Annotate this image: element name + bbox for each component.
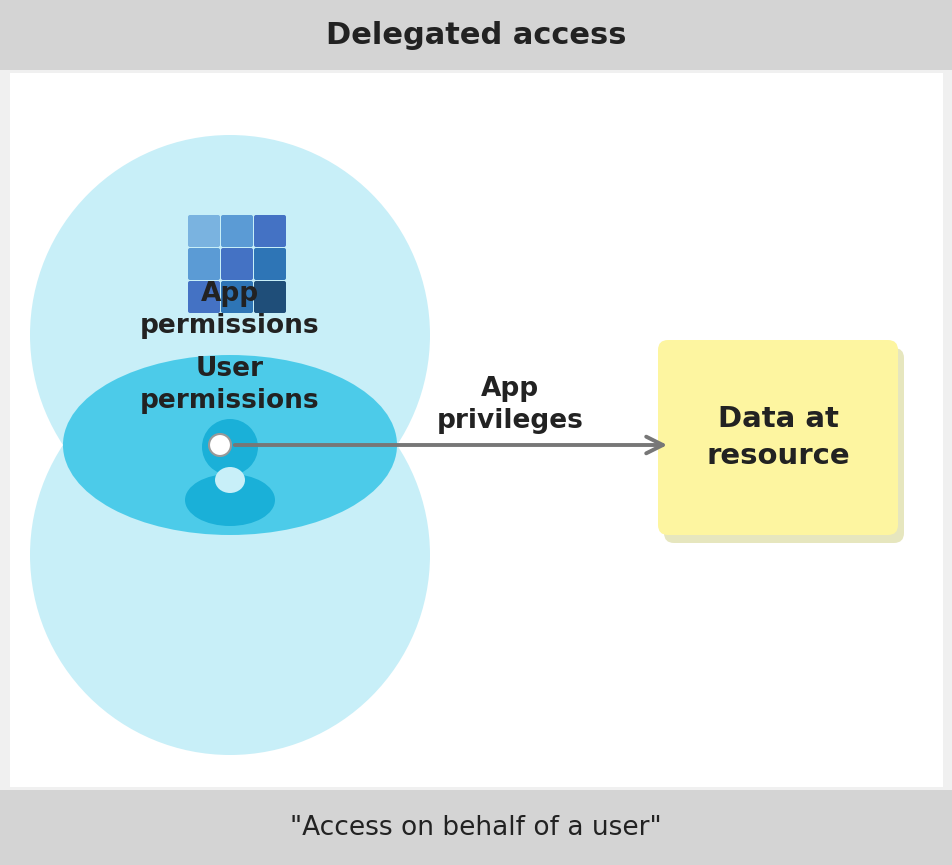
FancyBboxPatch shape [188,248,220,280]
Circle shape [208,434,230,456]
FancyBboxPatch shape [254,215,286,247]
Bar [10,73,942,787]
FancyBboxPatch shape [221,248,252,280]
Text: App
privileges: App privileges [436,376,583,434]
FancyBboxPatch shape [221,281,252,313]
Text: Delegated access: Delegated access [326,21,625,49]
FancyBboxPatch shape [188,281,220,313]
Bar [0,0,952,70]
Ellipse shape [185,474,275,526]
Circle shape [30,355,429,755]
FancyBboxPatch shape [254,281,286,313]
Text: App
permissions: App permissions [140,281,320,339]
Circle shape [202,419,258,475]
Text: Data at
resource: Data at resource [705,405,849,470]
FancyBboxPatch shape [657,340,897,535]
FancyBboxPatch shape [254,248,286,280]
Ellipse shape [215,467,245,493]
FancyBboxPatch shape [221,215,252,247]
FancyBboxPatch shape [188,215,220,247]
Ellipse shape [63,355,397,535]
Text: User
permissions: User permissions [140,356,320,414]
Text: "Access on behalf of a user": "Access on behalf of a user" [289,815,661,841]
Circle shape [30,135,429,535]
FancyBboxPatch shape [664,348,903,543]
Bar [0,790,952,865]
